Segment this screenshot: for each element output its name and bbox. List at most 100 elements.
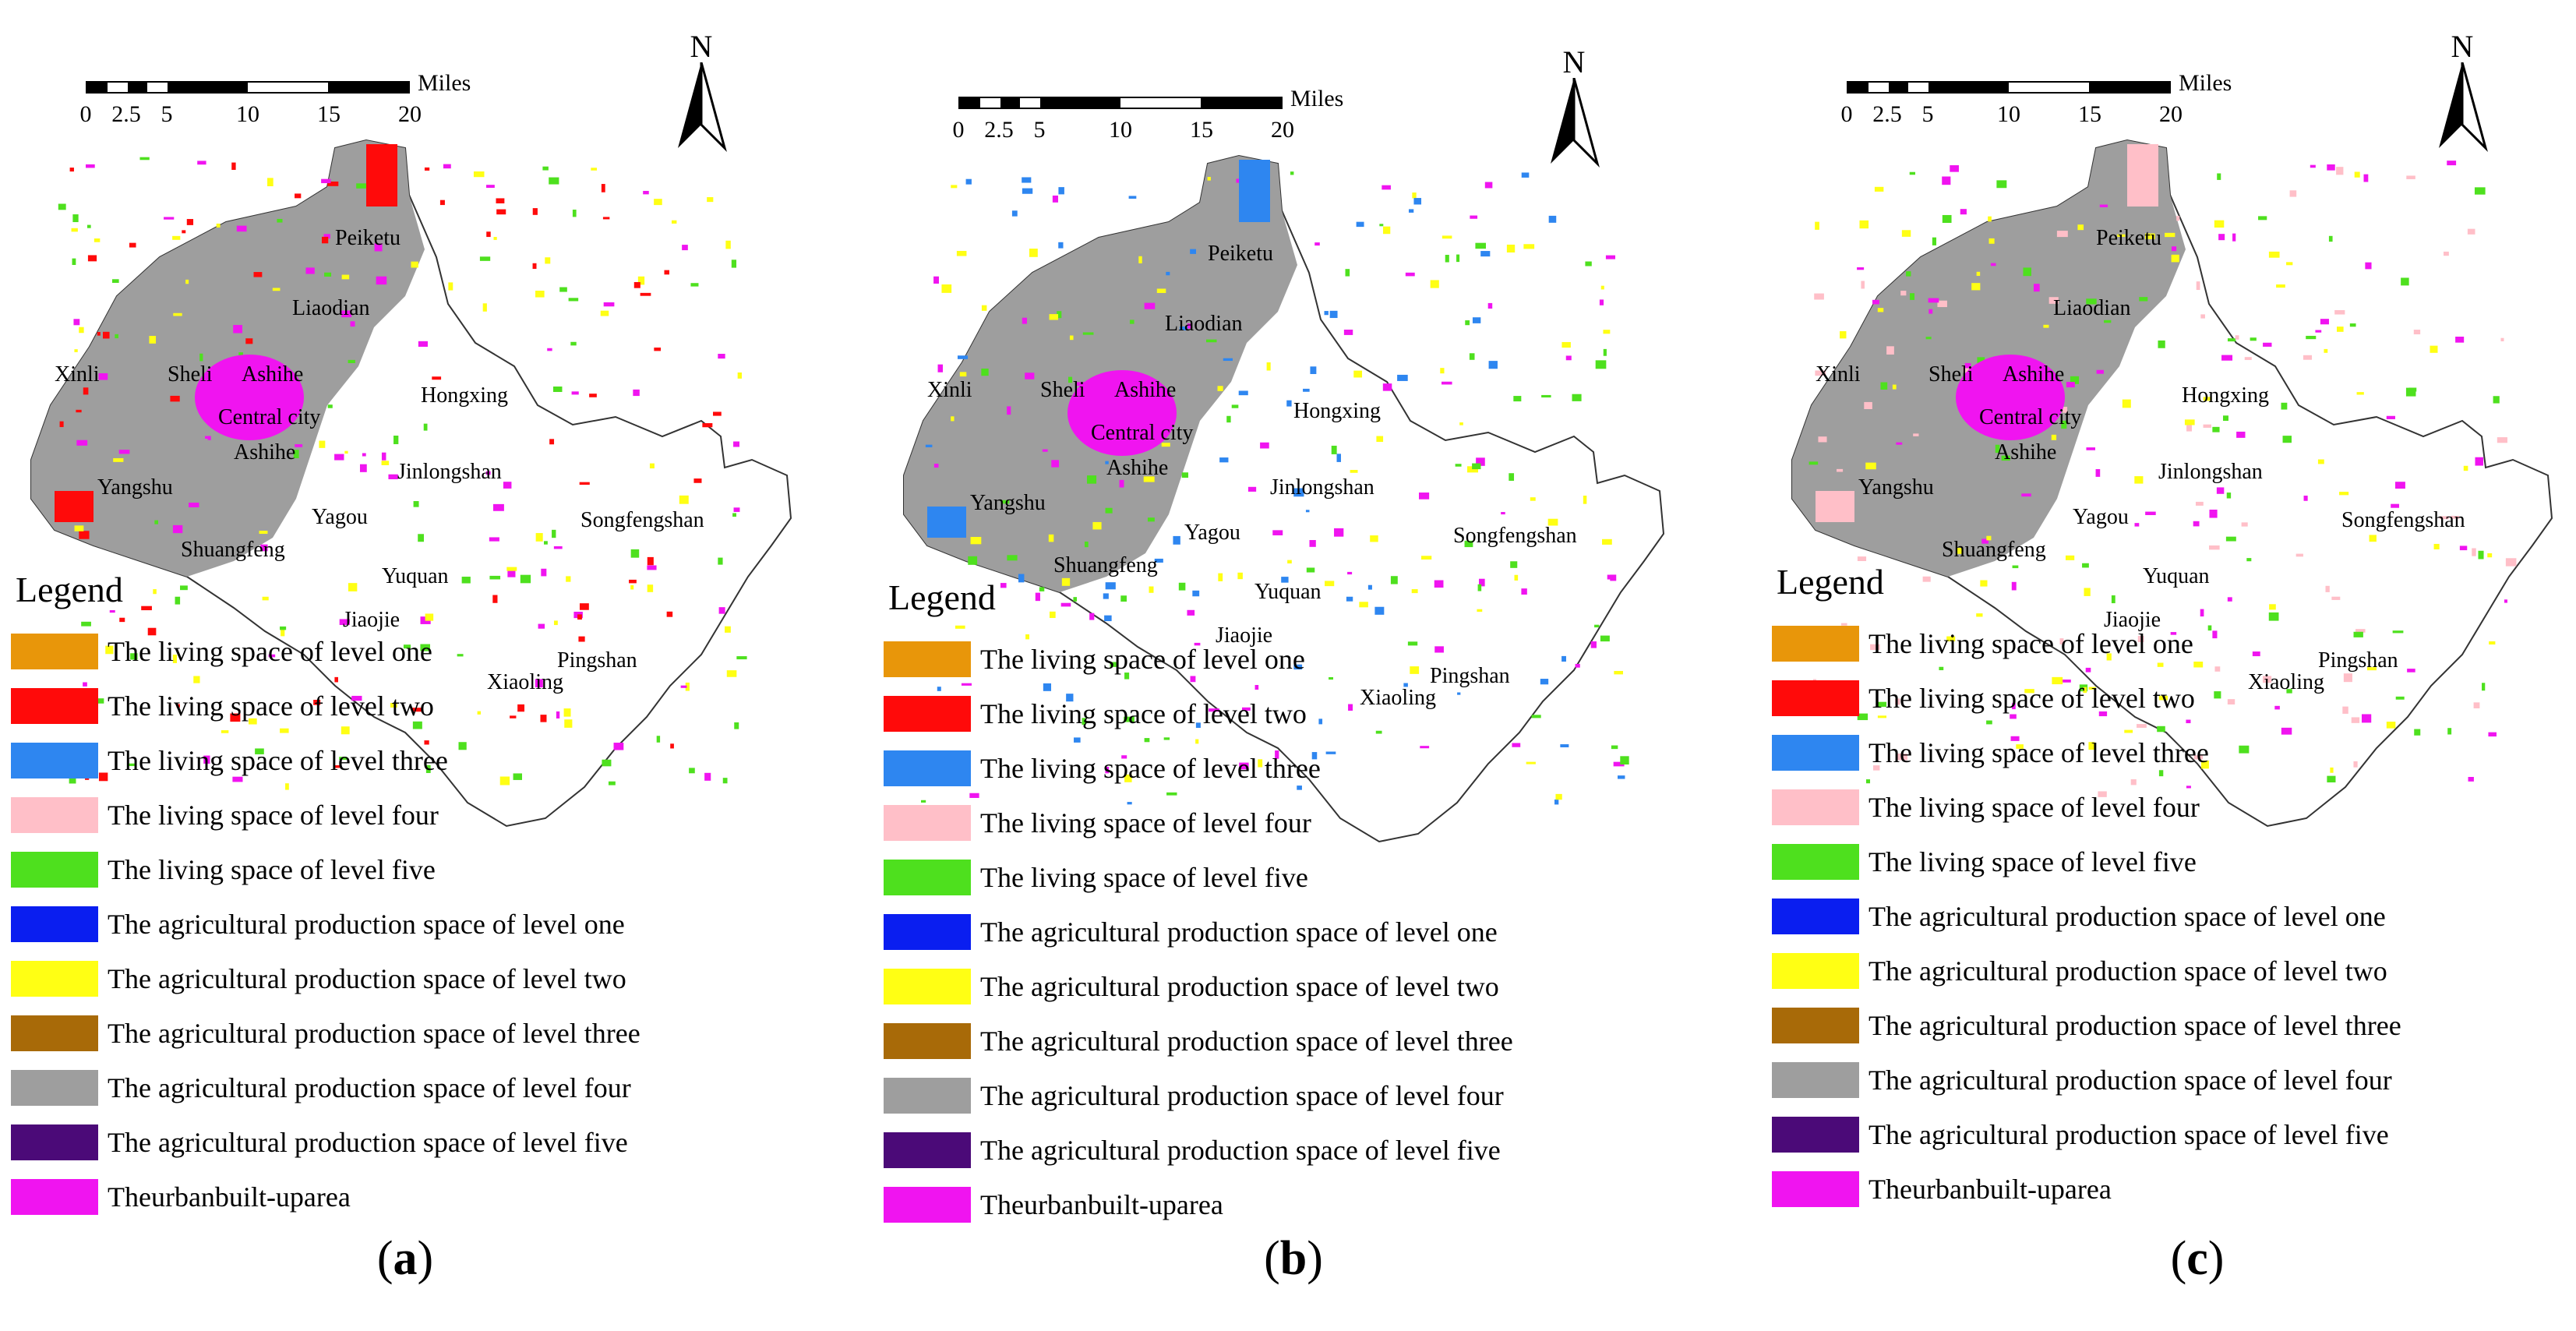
legend-label: The living space of level one <box>980 644 1305 675</box>
land-patch <box>2407 669 2415 673</box>
land-patch <box>718 607 725 614</box>
south-west-patch <box>927 507 966 538</box>
legend-label: Theurbanbuilt-uparea <box>108 1181 351 1213</box>
land-patch <box>1613 761 1625 767</box>
legend-label: The agricultural production space of lev… <box>108 1072 631 1103</box>
land-patch <box>2095 469 2101 477</box>
land-patch <box>1932 237 1937 245</box>
land-patch <box>176 704 180 708</box>
place-name-label: Central city <box>1979 405 2082 429</box>
land-patch <box>411 708 422 712</box>
land-patch <box>324 272 332 277</box>
land-patch <box>105 645 114 655</box>
north-arrow: N <box>2431 29 2493 156</box>
land-patch <box>2117 234 2126 237</box>
legend-item: The living space of level one <box>11 624 640 679</box>
legend-title: Legend <box>1772 561 1889 602</box>
land-patch <box>1043 683 1052 691</box>
land-patch <box>339 619 350 625</box>
land-patch <box>1049 611 1056 619</box>
panel-label: (b) <box>1264 1232 1323 1285</box>
land-patch <box>2209 545 2220 550</box>
land-patch <box>2085 667 2091 673</box>
land-patch <box>608 781 616 786</box>
land-patch <box>1001 500 1010 504</box>
land-patch <box>1600 285 1604 290</box>
map-panel-a: 0 2.5 5 10 15 20 Miles N Peiketu Liaodian Xinli She… <box>0 0 859 1315</box>
land-patch <box>1286 400 1292 407</box>
land-patch <box>2086 447 2095 450</box>
land-patch <box>1297 786 1302 790</box>
land-patch <box>549 177 559 185</box>
land-patch <box>2157 726 2165 733</box>
land-patch <box>2193 521 2200 527</box>
place-name-label: Shuangfeng <box>1053 553 1158 577</box>
land-patch <box>1382 383 1392 391</box>
land-patch <box>1180 327 1188 330</box>
land-patch <box>281 629 285 637</box>
land-use-map <box>1791 139 2553 828</box>
land-patch <box>1410 666 1420 674</box>
land-patch <box>2406 175 2415 179</box>
scale-tick-label: 0 <box>79 101 92 127</box>
land-patch <box>255 748 264 754</box>
place-name-label: Ashihe <box>1106 456 1169 480</box>
land-patch <box>1192 590 1200 597</box>
land-patch <box>2061 680 2071 683</box>
land-patch <box>2227 699 2235 705</box>
land-patch <box>933 276 939 284</box>
land-patch <box>2098 711 2108 717</box>
land-patch <box>1022 177 1032 183</box>
land-patch <box>1901 230 1911 237</box>
land-patch <box>1988 216 1992 222</box>
land-patch <box>153 589 157 595</box>
land-patch <box>1069 335 1074 341</box>
place-name-label: Ashihe <box>242 362 304 387</box>
land-patch <box>630 549 640 558</box>
land-patch <box>236 225 247 232</box>
land-patch <box>1475 242 1486 249</box>
legend-swatch <box>1772 680 1859 716</box>
land-patch <box>2252 651 2260 657</box>
place-name-label: Hongxing <box>1293 399 1381 423</box>
land-patch <box>1472 317 1481 323</box>
legend-item: The agricultural production space of lev… <box>11 1061 640 1115</box>
land-patch <box>541 568 547 577</box>
land-patch <box>1996 180 2007 189</box>
land-patch <box>647 556 654 566</box>
map-panel-c: 0 2.5 5 10 15 20 Miles N Peiketu Liaodian Xinli She… <box>1761 0 2576 1315</box>
land-patch <box>2186 425 2192 432</box>
land-patch <box>1110 662 1117 667</box>
land-patch <box>351 695 362 701</box>
land-patch <box>2500 337 2504 341</box>
land-patch <box>1540 679 1549 685</box>
scale-tick-label: 5 <box>161 101 173 127</box>
land-patch <box>1397 374 1408 381</box>
legend-label: The living space of level three <box>980 753 1321 784</box>
north-label: N <box>1562 44 1586 79</box>
land-patch <box>601 184 605 192</box>
land-patch <box>1956 548 1963 554</box>
land-patch <box>2349 323 2356 327</box>
land-patch <box>1105 507 1113 514</box>
land-patch <box>1906 271 1911 277</box>
land-patch <box>970 537 982 545</box>
land-patch <box>1509 473 1515 481</box>
land-patch <box>1120 595 1127 602</box>
legend-swatch <box>11 961 98 997</box>
place-name-label: Sheli <box>168 362 213 387</box>
land-patch <box>1119 479 1124 488</box>
land-patch <box>2207 625 2212 631</box>
land-patch <box>1258 759 1263 768</box>
land-patch <box>2263 342 2272 347</box>
land-patch <box>1464 540 1473 548</box>
land-patch <box>2043 324 2049 328</box>
scale-tick-label: 10 <box>236 101 259 127</box>
place-name-label: Ashihe <box>1114 378 1177 402</box>
land-patch <box>341 726 350 735</box>
land-patch <box>2209 509 2218 518</box>
land-patch <box>600 310 609 316</box>
land-patch <box>147 627 157 636</box>
land-patch <box>503 482 512 489</box>
land-patch <box>1124 716 1134 722</box>
